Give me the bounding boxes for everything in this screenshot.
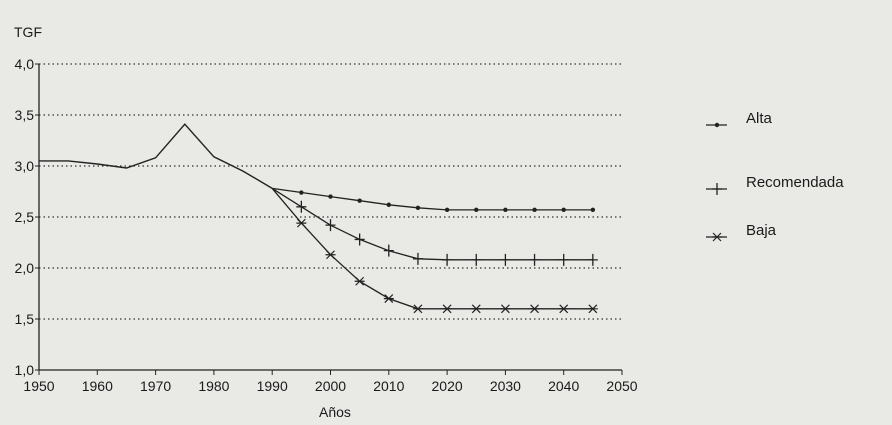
data-point-alta [532,207,537,213]
x-tick-label: 1990 [257,378,288,394]
x-tick-label: 2030 [490,378,521,394]
history-line [39,123,273,190]
legend-marker-recomendada [712,183,722,195]
legend-label-baja: Baja [746,222,777,239]
x-tick-label: 2010 [373,378,404,394]
data-point-recomendada [442,253,453,266]
data-point-alta [386,202,391,207]
x-tick-label: 2000 [315,378,346,394]
data-point-recomendada [383,244,394,257]
data-point-recomendada [558,253,569,266]
data-point-baja [529,304,540,314]
y-tick-label: 3,5 [15,107,35,123]
data-point-recomendada [325,219,336,232]
x-axis-label: Años [319,404,351,420]
series-line-baja [271,187,593,310]
data-point-baja [587,304,598,314]
data-point-alta [561,207,566,213]
y-tick-label: 3,0 [15,158,35,174]
data-point-recomendada [354,233,365,246]
data-point-alta [328,194,333,199]
data-point-recomendada [500,253,511,266]
legend-marker-baja [712,232,722,242]
data-point-alta [299,190,304,195]
data-point-baja [296,218,307,228]
x-tick-label: 2040 [548,378,579,394]
x-tick-label: 2020 [432,378,463,394]
data-point-recomendada [529,253,540,266]
data-point-baja [325,250,336,260]
data-point-alta [590,207,596,213]
data-point-baja [412,304,423,314]
x-tick-label: 1970 [140,378,171,394]
legend: Alta Recomendada Baja [706,110,844,242]
ticks: 1,0 1,5 2,0 2,5 3,0 3,5 4,0 1950 1960 1970 1980 199… [15,56,638,394]
data-point-baja [442,304,453,314]
x-tick-label: 1950 [23,378,54,394]
grid [39,63,622,320]
data-point-baja [471,304,482,314]
series-line-alta [272,187,593,211]
x-tick-label: 1980 [198,378,229,394]
data-point-recomendada [412,252,423,265]
legend-label-recomendada: Recomendada [746,174,844,191]
data-point-alta [474,207,479,213]
data-point-alta [503,207,508,213]
x-tick-label: 2050 [606,378,637,394]
x-tick-label: 1960 [82,378,113,394]
legend-marker-alta [714,122,720,128]
y-tick-label: 2,5 [15,209,35,225]
data-point-alta [415,205,421,211]
series-group [39,123,598,314]
y-tick-label: 1,5 [15,311,35,327]
data-point-recomendada [471,253,482,266]
y-tick-label: 4,0 [15,56,35,72]
legend-label-alta: Alta [746,110,773,127]
data-point-baja [500,304,511,314]
data-point-recomendada [296,200,307,213]
data-point-recomendada [587,253,598,266]
series-line-recomendada [271,187,593,261]
data-point-baja [383,294,394,304]
data-point-baja [558,304,569,314]
data-point-alta [357,198,362,203]
data-point-alta [444,207,450,213]
y-tick-label: 2,0 [15,260,35,276]
data-point-baja [354,276,365,286]
y-axis-label: TGF [14,24,42,40]
y-tick-label: 1,0 [15,362,35,378]
